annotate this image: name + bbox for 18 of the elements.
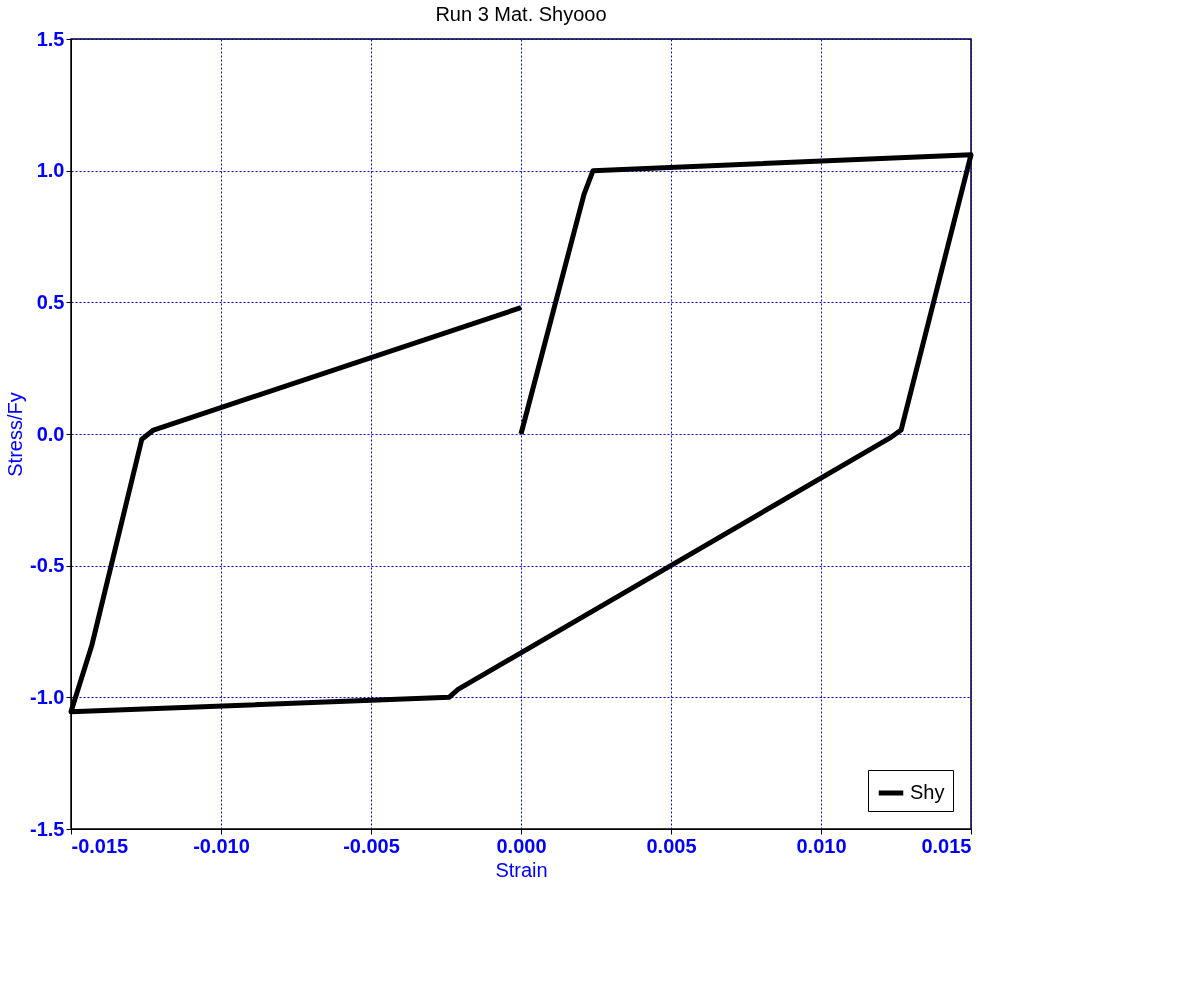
y-tick-label: 0.0 [36, 422, 65, 445]
x-tick-label: -0.005 [343, 834, 400, 857]
chart-title: Run 3 Mat. Shyooo [435, 3, 607, 25]
y-axis-title: Stress/Fy [4, 392, 27, 477]
x-tick-label: 0.005 [646, 834, 697, 857]
x-tick-label: 0.000 [496, 834, 547, 857]
y-tick-label: -0.5 [30, 554, 65, 577]
y-tick-label: 1.5 [36, 27, 65, 50]
legend-label: Shy [910, 781, 945, 803]
y-tick-label: -1.5 [30, 817, 65, 840]
x-tick-label: -0.015 [71, 834, 129, 857]
y-tick-label: 1.0 [36, 159, 65, 182]
y-tick-label: 0.5 [36, 290, 65, 313]
y-tick-label: -1.0 [30, 685, 65, 708]
x-tick-label: 0.015 [921, 834, 972, 857]
x-tick-label: 0.010 [796, 834, 847, 857]
x-tick-label: -0.010 [193, 834, 250, 857]
x-axis-title: Strain [495, 858, 548, 881]
